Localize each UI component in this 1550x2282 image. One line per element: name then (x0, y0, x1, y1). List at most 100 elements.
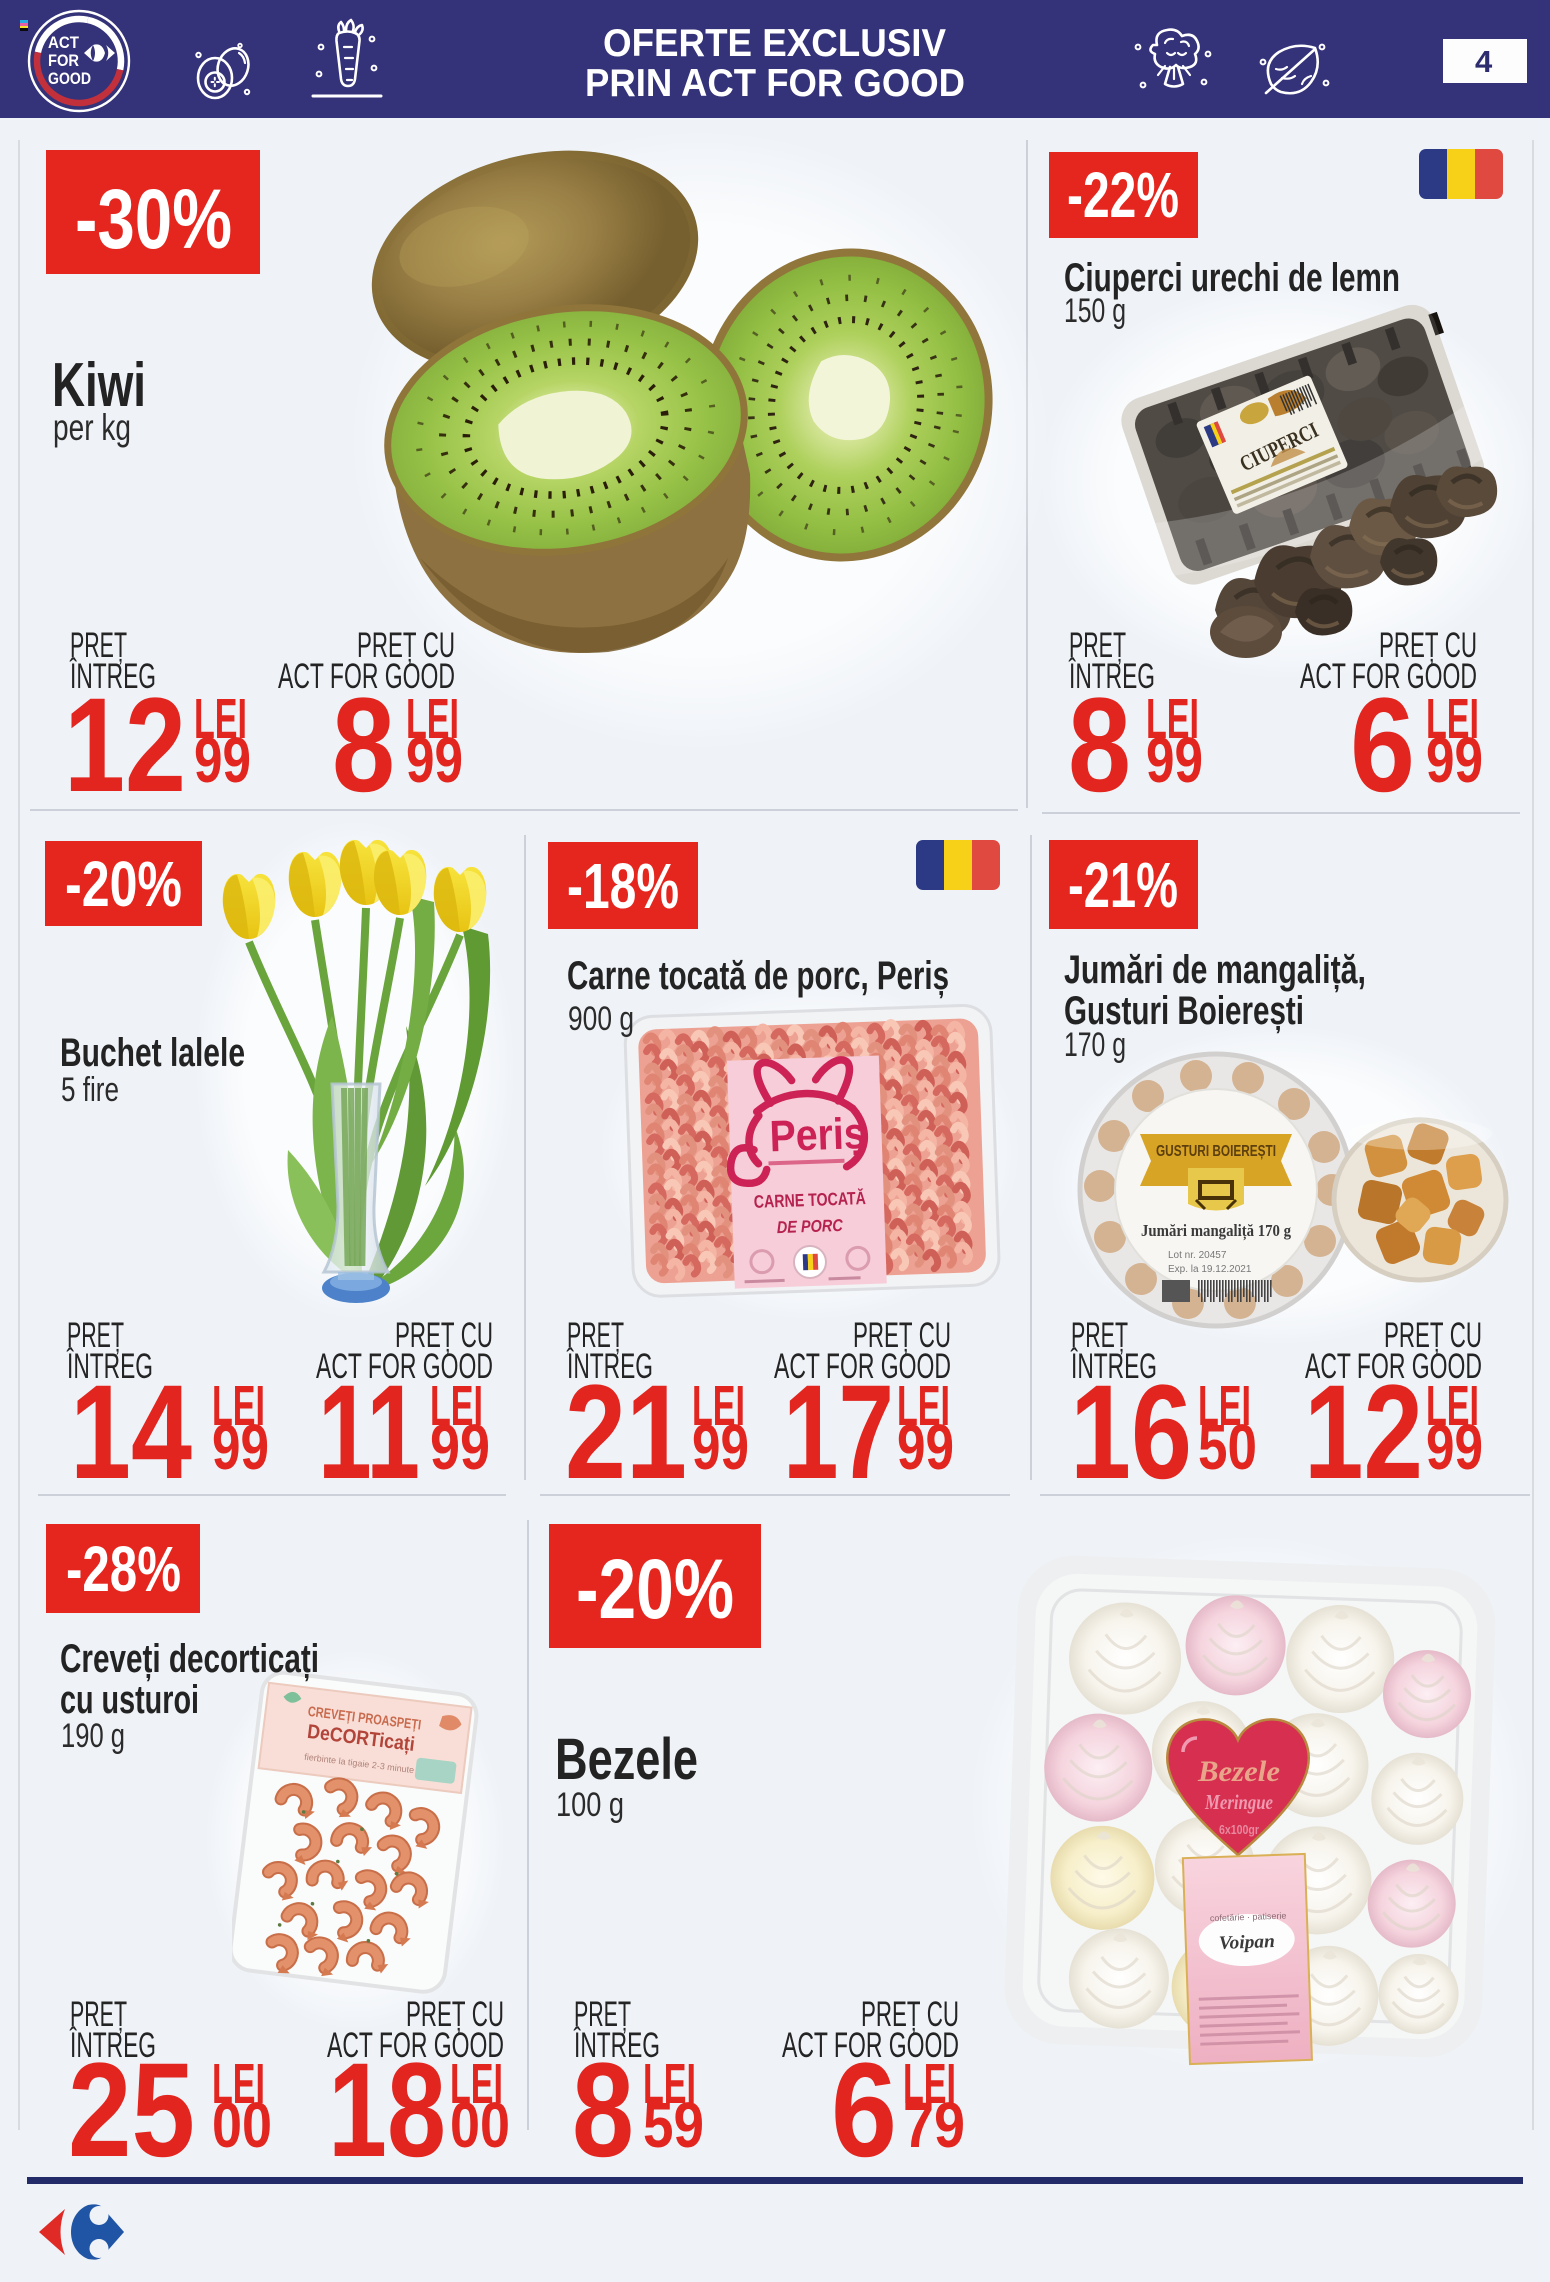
svg-text:ACT FOR GOOD: ACT FOR GOOD (774, 1347, 951, 1386)
svg-text:PRIN ACT FOR GOOD: PRIN ACT FOR GOOD (585, 62, 965, 105)
svg-text:GUSTURI BOIEREȘTI: GUSTURI BOIEREȘTI (1156, 1143, 1276, 1160)
svg-text:PREȚ: PREȚ (567, 1316, 624, 1355)
svg-text:18: 18 (328, 2036, 446, 2185)
svg-text:PREȚ CU: PREȚ CU (1379, 626, 1477, 665)
svg-text:LEI: LEI (194, 687, 247, 751)
svg-text:5 fire: 5 fire (61, 1071, 119, 1109)
svg-text:Periș: Periș (769, 1109, 867, 1161)
svg-text:00: 00 (450, 2089, 510, 2161)
svg-text:59: 59 (643, 2089, 704, 2161)
svg-text:14: 14 (70, 1358, 192, 1507)
svg-text:00: 00 (212, 2089, 272, 2161)
svg-text:99: 99 (212, 1411, 269, 1483)
svg-text:LEI: LEI (406, 687, 459, 751)
svg-text:Kiwi: Kiwi (52, 351, 146, 420)
svg-text:ACT FOR GOOD: ACT FOR GOOD (782, 2026, 959, 2065)
svg-text:99: 99 (1426, 724, 1483, 796)
svg-text:PREȚ CU: PREȚ CU (406, 1995, 504, 2034)
svg-text:ÎNTREG: ÎNTREG (573, 2026, 660, 2065)
svg-text:17: 17 (783, 1358, 894, 1507)
svg-text:Meringue: Meringue (1204, 1790, 1273, 1814)
svg-text:LEI: LEI (212, 1374, 265, 1438)
svg-text:8: 8 (572, 2036, 634, 2185)
svg-text:8: 8 (1068, 671, 1131, 820)
svg-text:4: 4 (1475, 44, 1493, 79)
svg-text:LEI: LEI (1198, 1374, 1251, 1438)
svg-text:LEI: LEI (212, 2052, 265, 2116)
svg-text:99: 99 (692, 1411, 749, 1483)
svg-text:PREȚ: PREȚ (1069, 626, 1126, 665)
svg-text:DE PORC: DE PORC (776, 1216, 843, 1237)
svg-text:12: 12 (64, 671, 186, 820)
svg-text:-21%: -21% (1068, 849, 1178, 921)
svg-text:LEI: LEI (903, 2052, 956, 2116)
svg-text:per kg: per kg (53, 407, 131, 448)
svg-text:ACT FOR GOOD: ACT FOR GOOD (327, 2026, 504, 2065)
svg-text:21: 21 (565, 1358, 687, 1507)
svg-text:99: 99 (194, 724, 251, 796)
svg-text:LEI: LEI (450, 2052, 503, 2116)
svg-text:PREȚ: PREȚ (70, 626, 127, 665)
svg-text:PREȚ: PREȚ (70, 1995, 127, 2034)
svg-text:Gusturi Boierești: Gusturi Boierești (1064, 989, 1304, 1033)
svg-text:8: 8 (332, 671, 395, 820)
svg-text:6: 6 (1350, 671, 1415, 820)
svg-text:PREȚ CU: PREȚ CU (861, 1995, 959, 2034)
svg-text:170 g: 170 g (1064, 1026, 1126, 1064)
svg-text:99: 99 (406, 724, 463, 796)
svg-text:ACT FOR GOOD: ACT FOR GOOD (278, 657, 455, 696)
svg-text:99: 99 (430, 1411, 490, 1483)
svg-text:11: 11 (318, 1358, 420, 1507)
svg-text:-22%: -22% (1067, 159, 1179, 231)
svg-text:ÎNTREG: ÎNTREG (66, 1347, 153, 1386)
svg-text:-18%: -18% (567, 850, 679, 922)
svg-text:Ciuperci urechi de lemn: Ciuperci urechi de lemn (1064, 256, 1400, 300)
svg-text:LEI: LEI (1426, 1374, 1479, 1438)
svg-text:Bezele: Bezele (555, 1727, 698, 1792)
svg-text:Lot nr. 20457: Lot nr. 20457 (1168, 1250, 1227, 1261)
svg-text:ÎNTREG: ÎNTREG (566, 1347, 653, 1386)
svg-text:PREȚ: PREȚ (1071, 1316, 1128, 1355)
svg-text:PREȚ CU: PREȚ CU (853, 1316, 951, 1355)
svg-text:PREȚ CU: PREȚ CU (395, 1316, 493, 1355)
svg-text:-20%: -20% (576, 1542, 734, 1636)
svg-text:LEI: LEI (692, 1374, 745, 1438)
svg-text:ÎNTREG: ÎNTREG (1070, 1347, 1157, 1386)
svg-text:99: 99 (897, 1411, 954, 1483)
svg-text:99: 99 (1146, 724, 1203, 796)
svg-text:150 g: 150 g (1064, 292, 1126, 330)
svg-text:ACT FOR GOOD: ACT FOR GOOD (1300, 657, 1477, 696)
svg-text:Voipan: Voipan (1218, 1931, 1275, 1954)
svg-text:LEI: LEI (1426, 687, 1479, 751)
svg-text:-30%: -30% (75, 172, 232, 266)
svg-text:LEI: LEI (1146, 687, 1199, 751)
svg-text:ACT: ACT (48, 33, 80, 52)
svg-text:Jumări de mangaliță,: Jumări de mangaliță, (1064, 948, 1366, 992)
svg-text:PREȚ CU: PREȚ CU (357, 626, 455, 665)
svg-text:50: 50 (1198, 1411, 1257, 1483)
svg-text:Creveți decorticați: Creveți decorticați (60, 1637, 319, 1681)
svg-text:ACT FOR GOOD: ACT FOR GOOD (1305, 1347, 1482, 1386)
svg-text:100 g: 100 g (556, 1786, 624, 1824)
svg-text:900 g: 900 g (568, 1000, 634, 1038)
svg-text:LEI: LEI (430, 1374, 483, 1438)
svg-text:CARNE TOCATĂ: CARNE TOCATĂ (753, 1187, 866, 1212)
svg-text:Exp. la 19.12.2021: Exp. la 19.12.2021 (1168, 1264, 1252, 1275)
svg-text:ACT FOR GOOD: ACT FOR GOOD (316, 1347, 493, 1386)
svg-text:LEI: LEI (897, 1374, 950, 1438)
svg-text:FOR: FOR (48, 51, 79, 70)
svg-text:12: 12 (1304, 1358, 1423, 1507)
svg-text:Jumări mangaliță 170 g: Jumări mangaliță 170 g (1141, 1221, 1291, 1241)
svg-text:cofetărie · patiserie: cofetărie · patiserie (1210, 1911, 1287, 1924)
svg-text:ÎNTREG: ÎNTREG (1068, 657, 1155, 696)
svg-text:-20%: -20% (65, 848, 182, 920)
svg-text:6x100gr: 6x100gr (1219, 1822, 1259, 1837)
svg-text:Buchet lalele: Buchet lalele (60, 1031, 245, 1075)
svg-text:79: 79 (903, 2089, 965, 2161)
svg-text:99: 99 (1426, 1411, 1483, 1483)
svg-text:190 g: 190 g (61, 1717, 125, 1755)
svg-text:6: 6 (831, 2036, 897, 2185)
svg-text:OFERTE EXCLUSIV: OFERTE EXCLUSIV (603, 22, 946, 65)
svg-text:25: 25 (68, 2036, 195, 2185)
svg-text:ÎNTREG: ÎNTREG (69, 657, 156, 696)
